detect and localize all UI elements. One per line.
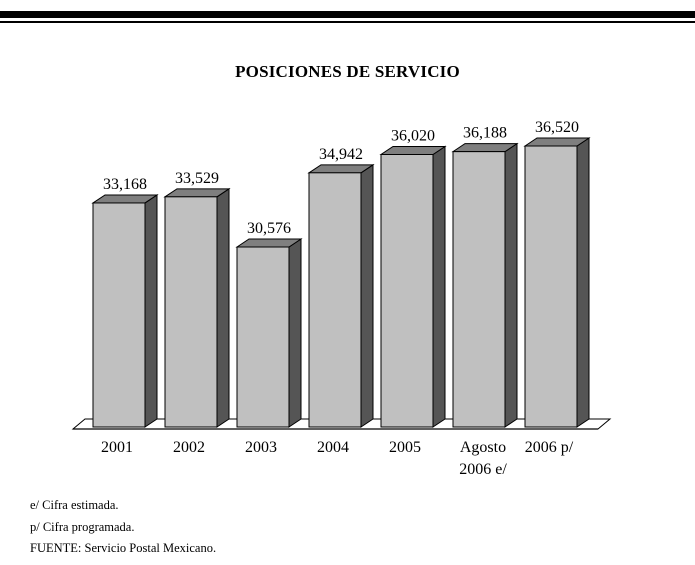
- x-tick-label-5-line-1: 2006 e/: [459, 461, 507, 478]
- x-tick-label-6: 2006 p/: [525, 439, 574, 456]
- bar-top-5: [451, 143, 519, 153]
- top-rule-thick: [0, 11, 695, 18]
- bar-2: [236, 246, 290, 428]
- data-label-6: 36,520: [535, 119, 579, 136]
- data-label-0: 33,168: [103, 176, 147, 193]
- footnote-programmed: p/ Cifra programada.: [30, 520, 135, 534]
- x-tick-label-4: 2005: [389, 439, 421, 456]
- bar-top-3: [307, 164, 375, 174]
- bar-4: [380, 153, 434, 428]
- bar-0: [92, 202, 146, 428]
- bar-top-1: [163, 188, 231, 198]
- bar-1: [164, 196, 218, 428]
- bar-top-6: [523, 137, 591, 147]
- data-label-5: 36,188: [463, 125, 507, 142]
- bar-6: [524, 145, 578, 428]
- data-label-2: 30,576: [247, 220, 291, 237]
- bar-side-6: [576, 137, 590, 428]
- data-label-4: 36,020: [391, 127, 435, 144]
- bar-side-1: [216, 187, 230, 428]
- chart-title: POSICIONES DE SERVICIO: [235, 62, 460, 81]
- bar-side-0: [144, 194, 158, 428]
- footnote-source: FUENTE: Servicio Postal Mexicano.: [30, 541, 217, 555]
- bar-5: [452, 151, 506, 428]
- bar-side-5: [504, 142, 518, 428]
- footnote-estimated: e/ Cifra estimada.: [30, 498, 119, 512]
- data-label-3: 34,942: [319, 146, 363, 163]
- top-rule-thin: [0, 21, 695, 23]
- bar-3: [308, 172, 362, 428]
- x-tick-label-0: 2001: [101, 439, 133, 456]
- data-label-1: 33,529: [175, 170, 219, 187]
- x-tick-label-2: 2003: [245, 439, 277, 456]
- bar-top-2: [235, 238, 303, 248]
- bar-top-4: [379, 145, 447, 155]
- x-tick-label-3: 2004: [317, 439, 349, 456]
- bar-side-4: [432, 145, 446, 428]
- bar-side-3: [360, 163, 374, 428]
- bar-side-2: [288, 238, 302, 428]
- bar-top-0: [91, 194, 159, 204]
- x-tick-label-5-line-0: Agosto: [460, 439, 506, 456]
- x-tick-label-1: 2002: [173, 439, 205, 456]
